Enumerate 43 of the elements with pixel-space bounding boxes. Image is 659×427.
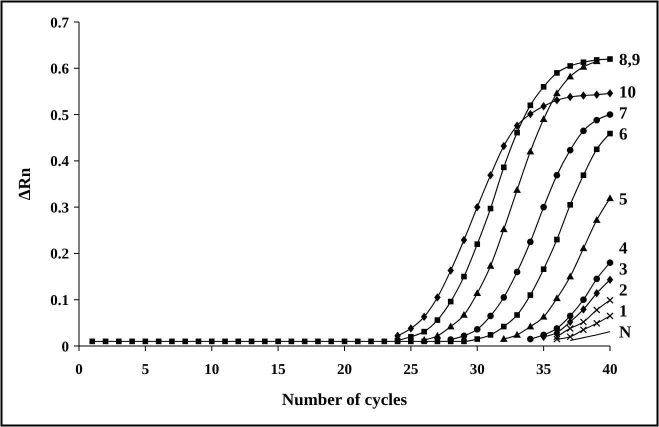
point [580, 318, 588, 326]
point [566, 333, 574, 340]
point [607, 56, 613, 62]
x-tick-label: 25 [403, 362, 418, 378]
point [488, 206, 494, 212]
series-label: 10 [619, 82, 636, 102]
series-label: 6 [619, 124, 628, 144]
point [593, 306, 600, 314]
y-tick-label: 0.4 [50, 154, 70, 170]
x-tick-label: 35 [536, 362, 552, 378]
x-tick-label: 10 [204, 362, 220, 378]
point [607, 130, 613, 136]
y-tick-label: 0.2 [50, 246, 69, 263]
line-series [570, 331, 611, 341]
x-tick-label: 0 [75, 362, 83, 378]
point [553, 333, 560, 340]
x-tick-label: 20 [337, 362, 352, 378]
y-tick-label: 0.3 [50, 200, 69, 216]
y-tick-label: 0.5 [50, 108, 69, 124]
x-tick-label: 40 [602, 362, 618, 378]
series-label: 7 [619, 104, 628, 122]
series-label: 5 [619, 189, 628, 208]
point [606, 312, 614, 320]
point [580, 326, 588, 334]
x-tick-label: 30 [470, 362, 485, 378]
point [593, 320, 600, 327]
y-axis-title: ΔRn [15, 167, 34, 200]
x-axis-title: Number of cycles [282, 390, 408, 409]
y-tick-label: 0.1 [50, 292, 69, 309]
x-tick-label: 5 [142, 362, 150, 378]
point [606, 296, 614, 304]
y-tick-label: 0 [62, 339, 69, 356]
y-tick-label: 0.7 [50, 15, 70, 32]
series-label: 3 [619, 260, 628, 279]
y-tick-label: 0.6 [50, 62, 70, 78]
series-label: 4 [619, 238, 628, 258]
series-label: N [619, 322, 632, 342]
series-label: 2 [619, 280, 628, 300]
point [500, 335, 508, 342]
series-label: 1 [619, 302, 628, 321]
x-tick-label: 15 [270, 362, 286, 378]
series-label: 8,9 [619, 50, 640, 69]
point [566, 324, 574, 332]
